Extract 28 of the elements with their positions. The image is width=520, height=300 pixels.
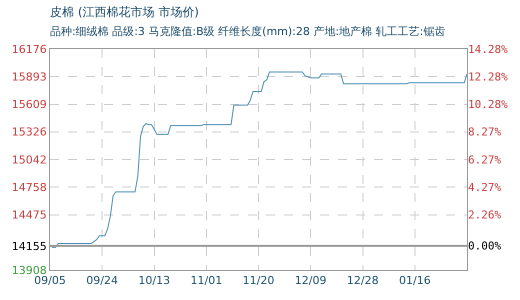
y-tick-label: 16176 — [12, 42, 47, 56]
x-tick-label: 12/28 — [346, 274, 379, 288]
y-tick-label: 15042 — [12, 153, 47, 166]
y-tick-label: 13908 — [12, 264, 47, 277]
y-tick-label: 15326 — [12, 126, 47, 139]
y-tick-label: 14155 — [12, 240, 47, 253]
y-tick-label: 14475 — [12, 208, 47, 222]
line-series — [50, 72, 467, 248]
y-tick-label: 14758 — [12, 181, 47, 194]
y2-tick-label: 6.27% — [468, 153, 502, 166]
chart-title: 皮棉 (江西棉花市场 市场价) — [50, 5, 199, 19]
y2-tick-label: 0.00% — [468, 240, 502, 253]
y2-tick-label: 2.26% — [468, 208, 502, 222]
x-tick-label: 09/24 — [86, 274, 118, 288]
x-tick-label: 09/05 — [34, 274, 66, 288]
x-tick-label: 12/09 — [294, 274, 326, 288]
y2-tick-label: 12.28% — [468, 70, 508, 84]
y2-tick-label: 4.27% — [468, 180, 502, 194]
y-tick-label: 15609 — [12, 98, 47, 112]
x-tick-label: 10/13 — [138, 274, 170, 288]
x-tick-label: 01/16 — [399, 274, 431, 288]
x-tick-label: 11/01 — [190, 274, 222, 288]
x-tick-label: 11/20 — [242, 274, 274, 288]
chart-subtitle: 品种:细绒棉 品级:3 马克隆值:B级 纤维长度(mm):28 产地:地产棉 轧工工艺:锯齿 — [50, 25, 446, 38]
y-tick-label: 15893 — [12, 70, 47, 84]
y2-tick-label: 8.27% — [468, 126, 502, 139]
y2-tick-label: 10.28% — [468, 98, 508, 111]
y2-tick-label: 14.28% — [468, 42, 508, 56]
